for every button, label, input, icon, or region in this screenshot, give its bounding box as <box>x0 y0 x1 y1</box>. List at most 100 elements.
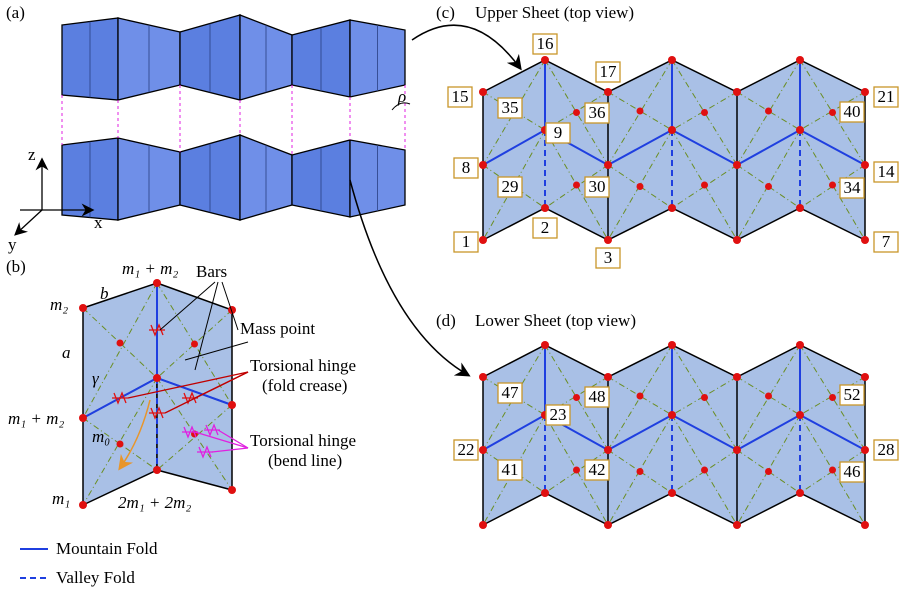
mass-point <box>637 108 644 115</box>
mass-point <box>733 446 741 454</box>
callout: Torsional hinge <box>250 431 356 450</box>
node-label: 41 <box>502 460 519 479</box>
mass-point <box>604 446 612 454</box>
mass-point <box>668 204 676 212</box>
mass-point <box>861 236 869 244</box>
node-label: 21 <box>878 87 895 106</box>
panel-title: Upper Sheet (top view) <box>475 3 634 22</box>
mass-point <box>765 183 772 190</box>
mass-point <box>861 446 869 454</box>
mass-point <box>479 373 487 381</box>
mass-point <box>573 109 580 116</box>
mass-point <box>637 468 644 475</box>
mass-point <box>541 341 549 349</box>
mass-point <box>701 182 708 189</box>
mass-point <box>191 341 198 348</box>
mass-point <box>765 393 772 400</box>
panel-label: (d) <box>436 311 456 330</box>
mass-point <box>796 204 804 212</box>
mass-point <box>829 109 836 116</box>
node-label: 35 <box>502 98 519 117</box>
mass-point <box>796 126 804 134</box>
mass-point <box>829 467 836 474</box>
node-label: 8 <box>462 158 471 177</box>
mass-point <box>573 467 580 474</box>
mass-point <box>796 56 804 64</box>
mass-point <box>733 88 741 96</box>
mass-point <box>765 468 772 475</box>
mass-label: m₀ <box>92 427 110 446</box>
panel-label: (a) <box>6 3 25 22</box>
unit-cell <box>79 279 248 509</box>
sheets: 1617153536982930123214014347474823224142… <box>448 34 898 529</box>
mass-point <box>733 521 741 529</box>
mass-point <box>733 236 741 244</box>
node-label: 28 <box>878 440 895 459</box>
mass-point <box>604 521 612 529</box>
mass-point <box>829 394 836 401</box>
node-label: 7 <box>882 232 891 251</box>
mass-point <box>604 373 612 381</box>
mass-point <box>117 441 124 448</box>
axis-label: x <box>94 213 103 232</box>
edge-label: a <box>62 343 71 362</box>
node-label: 48 <box>589 387 606 406</box>
mass-point <box>228 486 236 494</box>
mass-point <box>117 340 124 347</box>
node-label: 23 <box>550 405 567 424</box>
mass-point <box>668 341 676 349</box>
mass-point <box>765 108 772 115</box>
panel-label: (b) <box>6 257 26 276</box>
sheet-edge <box>483 493 865 525</box>
mass-point <box>733 373 741 381</box>
callout: Mass point <box>240 319 315 338</box>
mass-point <box>668 489 676 497</box>
y-axis <box>16 210 42 234</box>
callout: (bend line) <box>268 451 342 470</box>
legend-label: Mountain Fold <box>56 539 158 558</box>
node-label: 2 <box>541 218 550 237</box>
mass-point <box>701 109 708 116</box>
figure: (a) ρ z x y (b) m₁ + m₂ b m₂ a γ m₁ + m₂… <box>0 0 899 594</box>
mass-point <box>701 467 708 474</box>
mass-point <box>733 161 741 169</box>
mass-point <box>79 414 87 422</box>
mass-point <box>541 489 549 497</box>
mass-point <box>637 183 644 190</box>
node-label: 14 <box>878 162 896 181</box>
node-label: 22 <box>458 440 475 459</box>
mass-point <box>479 521 487 529</box>
mass-point <box>604 161 612 169</box>
mass-point <box>541 204 549 212</box>
node-label: 34 <box>844 178 862 197</box>
callout: Torsional hinge <box>250 356 356 375</box>
callout: (fold crease) <box>262 376 347 395</box>
mass-point <box>701 394 708 401</box>
mass-point <box>861 521 869 529</box>
mass-point <box>861 88 869 96</box>
mass-label: m₁ + m₂ <box>122 259 178 278</box>
panel-title: Lower Sheet (top view) <box>475 311 636 330</box>
legend-label: Valley Fold <box>56 568 135 587</box>
mass-point <box>79 304 87 312</box>
node-label: 17 <box>600 62 618 81</box>
mass-point <box>479 161 487 169</box>
mass-point <box>479 446 487 454</box>
mass-label: m₁ + m₂ <box>8 409 64 428</box>
node-label: 36 <box>589 103 606 122</box>
mass-point <box>604 236 612 244</box>
mass-point <box>604 88 612 96</box>
mass-point <box>228 401 236 409</box>
node-label: 1 <box>462 232 471 251</box>
mass-point <box>796 411 804 419</box>
mass-point <box>637 393 644 400</box>
mass-point <box>573 182 580 189</box>
node-label: 40 <box>844 102 861 121</box>
node-label: 46 <box>844 462 861 481</box>
node-label: 42 <box>589 460 606 479</box>
callout: Bars <box>196 262 227 281</box>
node-label: 9 <box>554 123 563 142</box>
mass-point <box>796 341 804 349</box>
mass-point <box>861 373 869 381</box>
mass-label: m₂ <box>50 295 68 314</box>
